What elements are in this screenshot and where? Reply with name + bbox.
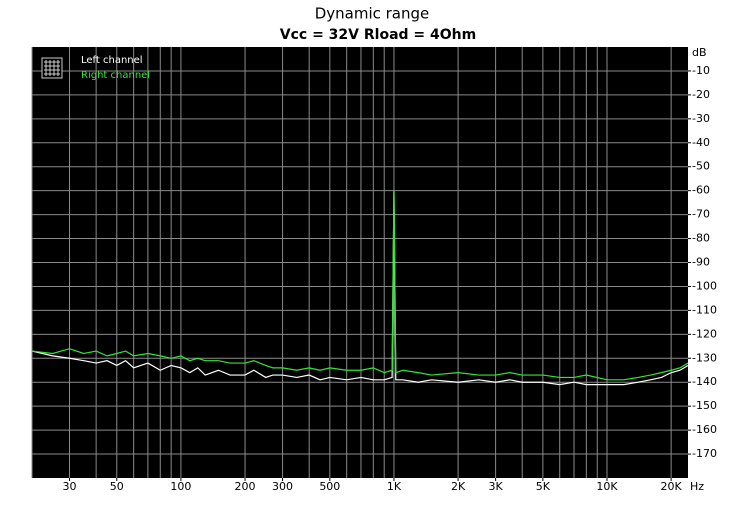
y-tick-label: -150 — [692, 399, 717, 412]
x-tick-label: 30 — [63, 480, 77, 493]
y-tick-label: -140 — [692, 375, 717, 388]
y-tick-label: -110 — [692, 303, 717, 316]
y-tick-label: -170 — [692, 447, 717, 460]
x-tick-label: 3K — [488, 480, 503, 493]
chart-title: Dynamic range — [315, 5, 430, 23]
series-line — [31, 190, 689, 381]
y-tick-label: -90 — [692, 256, 710, 269]
x-tick-label: 10K — [596, 480, 618, 493]
x-tick-label: 50 — [110, 480, 124, 493]
y-tick-label: -70 — [692, 208, 710, 221]
x-tick-label: 20K — [661, 480, 683, 493]
y-tick-label: -30 — [692, 112, 710, 125]
legend-label: Right channel — [81, 70, 150, 81]
x-tick-label: 1K — [387, 480, 402, 493]
legend-icon — [41, 57, 63, 79]
y-tick-label: -20 — [692, 88, 710, 101]
x-tick-label: 300 — [272, 480, 293, 493]
y-tick-label: -80 — [692, 232, 710, 245]
y-tick-label: -120 — [692, 327, 717, 340]
y-tick-label: -10 — [692, 64, 710, 77]
x-tick-label: 100 — [170, 480, 191, 493]
y-tick-label: -50 — [692, 160, 710, 173]
chart-subtitle: Vcc = 32V Rload = 4Ohm — [280, 27, 476, 43]
x-tick-label: 2K — [451, 480, 466, 493]
x-axis-label: Hz — [690, 480, 704, 493]
series-line — [31, 190, 689, 386]
y-tick-label: -160 — [692, 423, 717, 436]
y-tick-label: -130 — [692, 351, 717, 364]
y-tick-label: -60 — [692, 184, 710, 197]
x-tick-label: 500 — [319, 480, 340, 493]
x-tick-label: 5K — [536, 480, 551, 493]
y-tick-label: -40 — [692, 136, 710, 149]
x-tick-label: 200 — [235, 480, 256, 493]
y-axis-label: dB — [692, 46, 707, 59]
legend-label: Left channel — [81, 55, 143, 66]
y-tick-label: -100 — [692, 279, 717, 292]
